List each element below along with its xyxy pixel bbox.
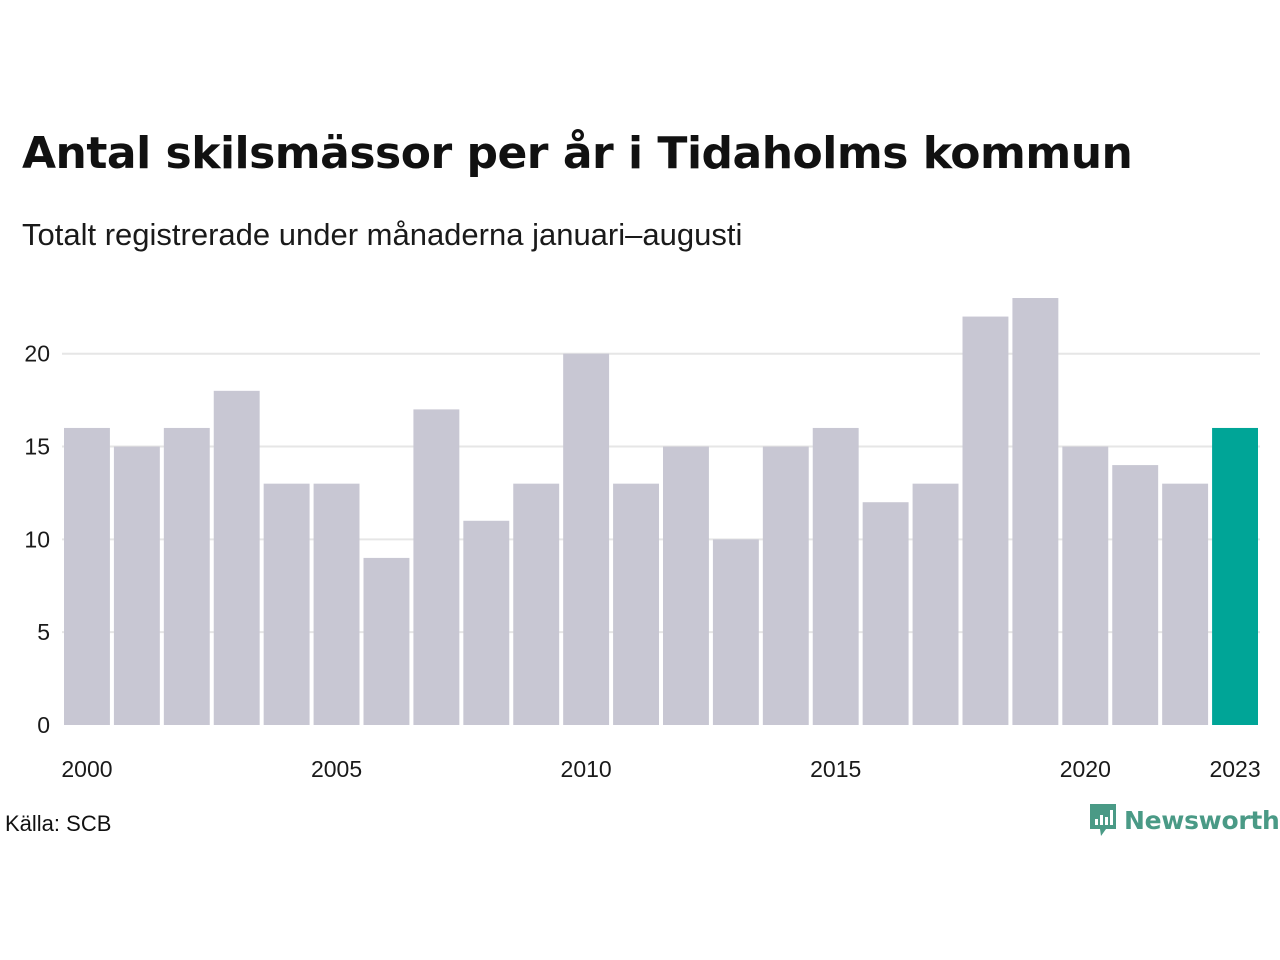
- bar-2001: [113, 446, 160, 725]
- y-tick-label: 0: [37, 712, 50, 738]
- chart-subtitle: Totalt registrerade under månaderna janu…: [22, 217, 743, 252]
- x-tick-label: 2005: [311, 756, 362, 782]
- bar-2021: [1112, 465, 1159, 725]
- bar-2017: [912, 483, 959, 725]
- bar-2022: [1162, 483, 1209, 725]
- bar-2019: [1012, 298, 1059, 725]
- bar-2002: [163, 427, 210, 725]
- bar-2015: [812, 427, 859, 725]
- bar-2000: [64, 427, 110, 725]
- bar-2011: [613, 483, 659, 725]
- y-tick-label: 15: [24, 434, 50, 460]
- x-tick-label: 2000: [61, 756, 112, 782]
- bar-2013: [712, 539, 759, 725]
- newsworthy-logo-icon: [1090, 804, 1116, 836]
- source-label: Källa: SCB: [5, 811, 112, 836]
- x-tick-label: 2010: [561, 756, 612, 782]
- bar-2009: [513, 483, 560, 725]
- bar-2007: [413, 409, 460, 725]
- y-tick-label: 20: [24, 341, 50, 367]
- bar-2010: [563, 353, 610, 725]
- bar-2014: [762, 446, 809, 725]
- bar-2012: [663, 446, 709, 725]
- y-tick-label: 10: [24, 526, 50, 552]
- x-tick-label: 2020: [1060, 756, 1111, 782]
- y-tick-label: 5: [37, 619, 50, 645]
- brand-logo: Newsworthy: [1088, 802, 1280, 838]
- bar-2008: [463, 520, 510, 725]
- bar-2016: [862, 502, 909, 725]
- bar-2004: [263, 483, 310, 725]
- chart-title: Antal skilsmässor per år i Tidaholms kom…: [22, 128, 1133, 179]
- x-tick-label: 2023: [1209, 756, 1260, 782]
- bar-2006: [363, 557, 410, 725]
- bar-chart: 0 5 10 15 20 2000 2005 2010 2015 2020 2023: [24, 298, 1261, 782]
- bar-2020: [1062, 446, 1109, 725]
- x-tick-label: 2015: [810, 756, 861, 782]
- bar-2018: [962, 316, 1009, 725]
- bar-2023: [1212, 427, 1258, 725]
- brand-name: Newsworthy: [1124, 805, 1280, 835]
- bar-2005: [313, 483, 360, 725]
- bar-2003: [213, 390, 260, 725]
